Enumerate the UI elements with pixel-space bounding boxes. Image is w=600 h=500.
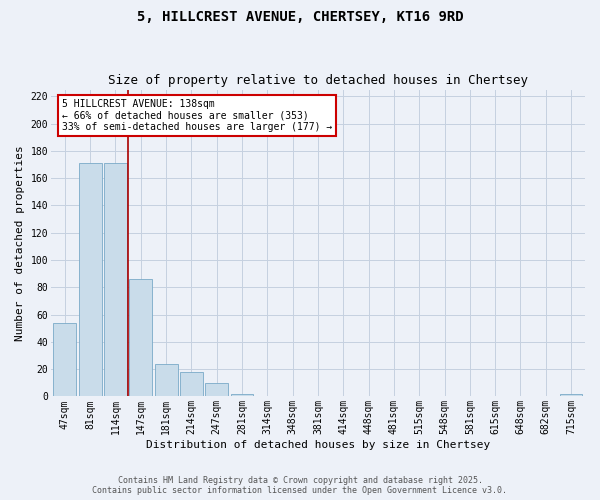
Text: Contains HM Land Registry data © Crown copyright and database right 2025.
Contai: Contains HM Land Registry data © Crown c… (92, 476, 508, 495)
Y-axis label: Number of detached properties: Number of detached properties (15, 145, 25, 341)
X-axis label: Distribution of detached houses by size in Chertsey: Distribution of detached houses by size … (146, 440, 490, 450)
Bar (130, 279, 152, 396)
Bar (79, 163, 101, 396)
Bar (205, 383, 228, 396)
Title: Size of property relative to detached houses in Chertsey: Size of property relative to detached ho… (108, 74, 528, 87)
Text: 5 HILLCREST AVENUE: 138sqm
← 66% of detached houses are smaller (353)
33% of sem: 5 HILLCREST AVENUE: 138sqm ← 66% of deta… (62, 99, 332, 132)
Bar (560, 394, 583, 396)
Bar (155, 364, 178, 396)
Bar (53, 323, 76, 396)
Bar (180, 372, 203, 396)
Text: 5, HILLCREST AVENUE, CHERTSEY, KT16 9RD: 5, HILLCREST AVENUE, CHERTSEY, KT16 9RD (137, 10, 463, 24)
Bar (230, 394, 253, 396)
Bar (104, 163, 127, 396)
